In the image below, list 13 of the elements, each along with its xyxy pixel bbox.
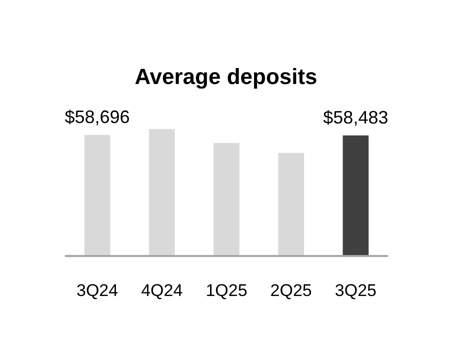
data-label: $58,696 — [64, 106, 130, 127]
bar — [214, 143, 240, 256]
x-tick-label: 1Q25 — [206, 281, 248, 300]
data-label: $58,483 — [323, 107, 388, 128]
chart-title: Average deposits — [134, 64, 318, 89]
bar — [84, 134, 110, 256]
bar — [278, 152, 304, 256]
bar — [342, 135, 369, 256]
x-tick-label: 4Q24 — [141, 281, 183, 300]
x-tick-label: 2Q25 — [270, 281, 312, 300]
x-tick-label: 3Q24 — [76, 281, 118, 300]
bar — [148, 129, 175, 256]
x-tick-label: 3Q25 — [334, 281, 376, 300]
